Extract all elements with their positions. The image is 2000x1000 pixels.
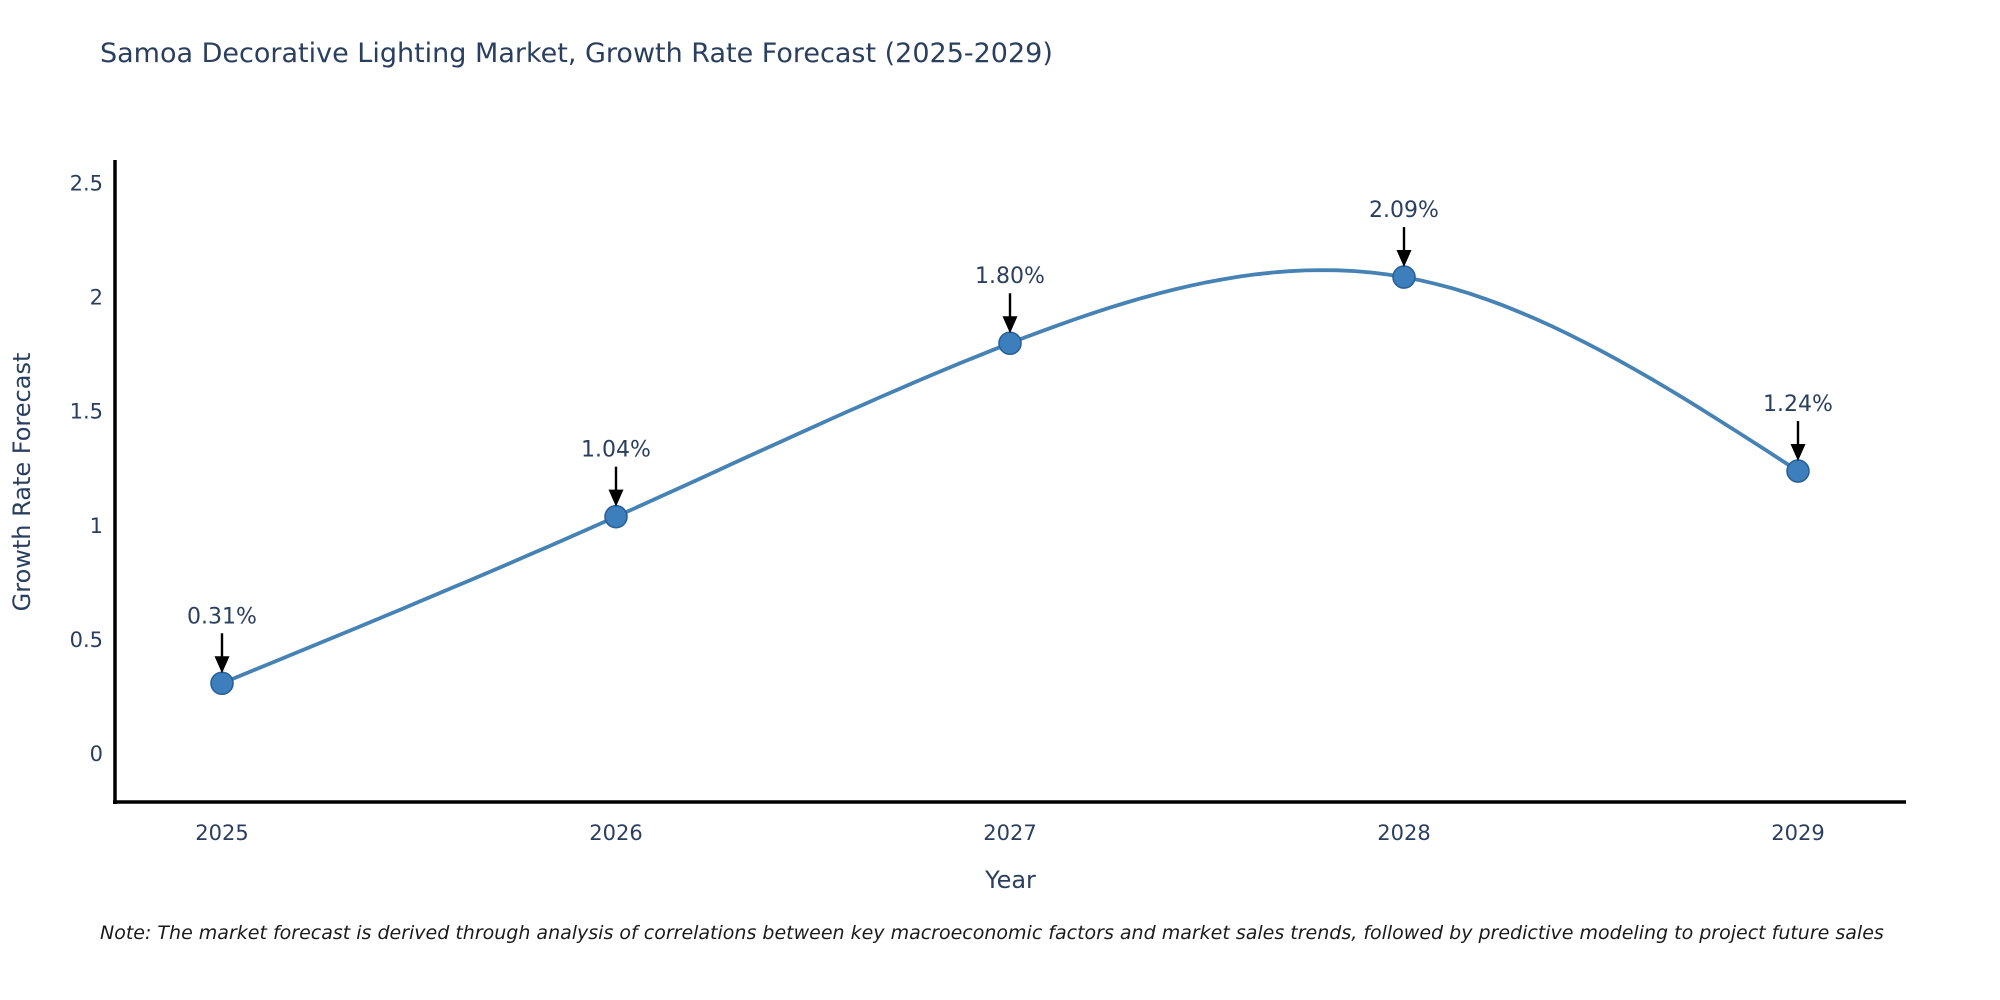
y-tick-label: 0: [90, 742, 103, 766]
annotation-arrowhead: [1790, 444, 1806, 462]
annotation-label: 1.24%: [1763, 392, 1833, 417]
annotation-arrowhead: [608, 489, 624, 507]
y-tick-label: 1: [90, 514, 103, 538]
data-point-marker: [1786, 459, 1810, 483]
y-tick-label: 0.5: [70, 628, 103, 652]
x-tick-label: 2025: [195, 821, 248, 845]
y-tick-label: 2: [90, 286, 103, 310]
x-tick-label: 2026: [589, 821, 642, 845]
annotation-label: 1.04%: [581, 438, 651, 463]
annotation-arrowhead: [214, 656, 230, 674]
y-axis-title: Growth Rate Forecast: [8, 353, 36, 612]
annotation-label: 1.80%: [975, 264, 1045, 289]
x-tick-label: 2029: [1771, 821, 1824, 845]
chart-footnote: Note: The market forecast is derived thr…: [100, 922, 1884, 944]
annotation-arrowhead: [1002, 316, 1018, 334]
y-tick-label: 2.5: [70, 172, 103, 196]
annotation-label: 0.31%: [187, 604, 257, 629]
annotation-label: 2.09%: [1369, 198, 1439, 223]
data-point-marker: [1392, 265, 1416, 289]
data-point-marker: [210, 671, 234, 696]
annotation-arrowhead: [1396, 250, 1412, 268]
x-tick-label: 2027: [983, 821, 1036, 845]
data-point-marker: [998, 331, 1022, 356]
chart-title: Samoa Decorative Lighting Market, Growth…: [100, 38, 1053, 69]
data-point-marker: [604, 504, 628, 529]
x-axis-title: Year: [984, 866, 1036, 894]
y-tick-label: 1.5: [70, 400, 103, 424]
x-tick-label: 2028: [1377, 821, 1430, 845]
